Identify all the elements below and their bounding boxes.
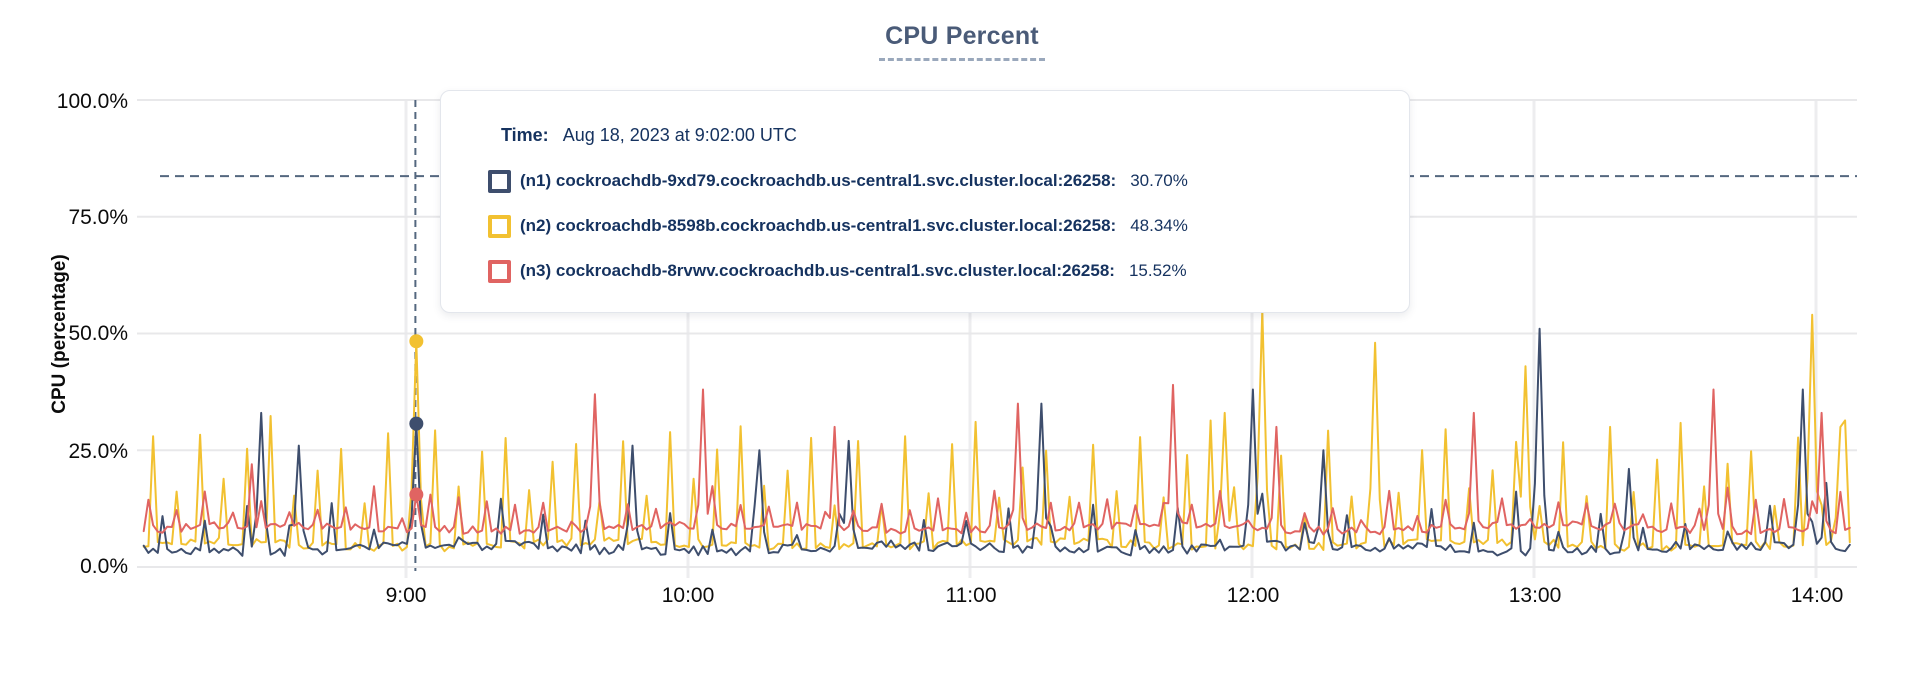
n2-series-swatch-icon	[488, 214, 511, 238]
cursor-dot-n3	[409, 487, 424, 502]
y-tick-75: 75.0%	[68, 206, 128, 229]
tooltip-series-row-n3: (n3) cockroachdb-8rvwv.cockroachdb.us-ce…	[441, 259, 1409, 283]
tooltip-n2-label: (n2) cockroachdb-8598b.cockroachdb.us-ce…	[520, 216, 1117, 235]
n1-series-swatch-icon	[488, 169, 511, 193]
x-tick-13: 13:00	[1508, 584, 1562, 607]
chart-title[interactable]: CPU Percent	[879, 22, 1045, 61]
cursor-dot-n2	[409, 334, 424, 349]
y-tick-100: 100.0%	[56, 90, 128, 113]
tooltip-n2-value: 48.34%	[1130, 216, 1188, 235]
series-line-n1	[142, 327, 1851, 557]
x-tick-12: 12:00	[1226, 584, 1280, 607]
tooltip-n1-value: 30.70%	[1130, 171, 1188, 190]
x-tick-14: 14:00	[1790, 584, 1844, 607]
tooltip-series-row-n1: (n1) cockroachdb-9xd79.cockroachdb.us-ce…	[441, 169, 1409, 193]
tooltip-time-value: Aug 18, 2023 at 9:02:00 UTC	[562, 125, 797, 145]
tooltip-time-row: Time: Aug 18, 2023 at 9:02:00 UTC	[441, 123, 1409, 147]
chart-title-wrap: CPU Percent	[0, 22, 1924, 61]
tooltip-n3-label: (n3) cockroachdb-8rvwv.cockroachdb.us-ce…	[520, 261, 1115, 280]
x-tick-11: 11:00	[945, 584, 997, 607]
tooltip-n3-value: 15.52%	[1128, 261, 1187, 280]
cursor-dot-n1	[409, 416, 424, 431]
x-tick-10: 10:00	[661, 584, 715, 607]
y-tick-25: 25.0%	[68, 440, 128, 463]
tooltip-series-row-n2: (n2) cockroachdb-8598b.cockroachdb.us-ce…	[441, 214, 1409, 238]
tooltip-time-label: Time:	[501, 125, 549, 145]
n3-series-swatch-icon	[488, 259, 511, 283]
hover-tooltip: Time: Aug 18, 2023 at 9:02:00 UTC (n1) co…	[440, 90, 1410, 313]
series-line-n3	[142, 383, 1851, 536]
x-tick-9: 9:00	[385, 584, 427, 607]
y-tick-50: 50.0%	[68, 322, 128, 345]
series-line-n2	[142, 309, 1851, 553]
tooltip-n1-label: (n1) cockroachdb-9xd79.cockroachdb.us-ce…	[520, 171, 1117, 190]
y-tick-0: 0.0%	[80, 555, 128, 578]
